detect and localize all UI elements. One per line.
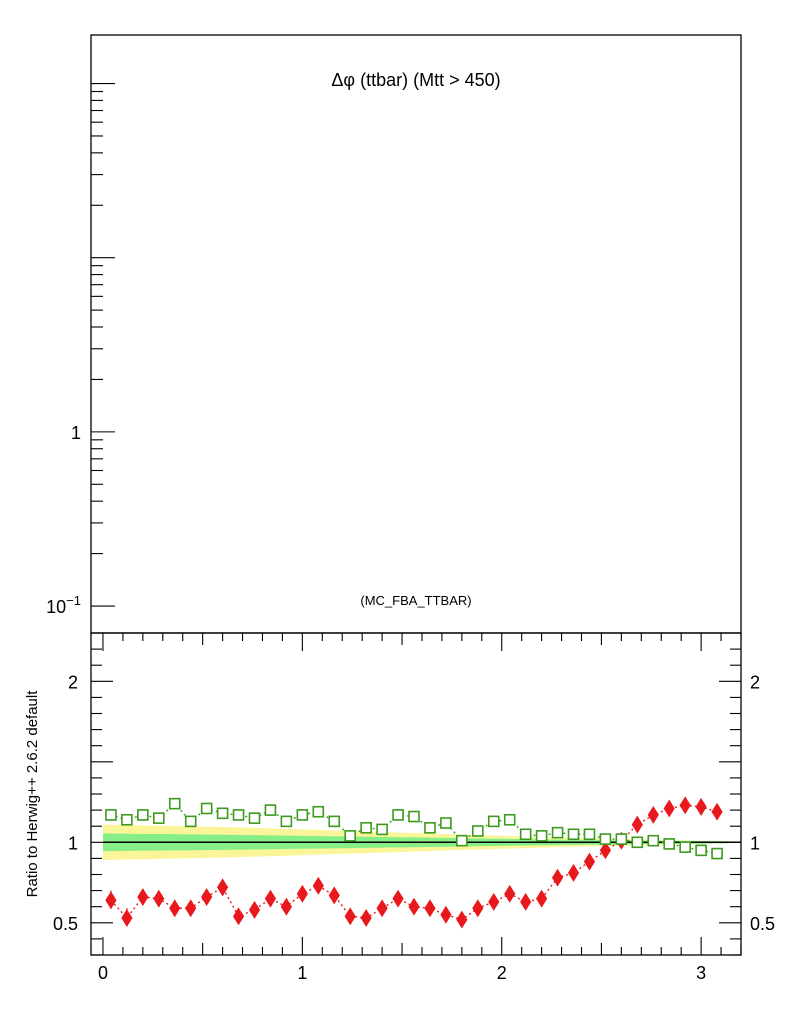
data-point-diamond [360, 909, 372, 927]
data-point-square [168, 797, 181, 810]
data-point-diamond [567, 863, 580, 882]
data-point-square [615, 833, 628, 845]
x-tick-label: 2 [497, 963, 507, 983]
data-point-square [344, 830, 357, 842]
data-point-square [663, 838, 676, 850]
data-point-diamond [201, 888, 213, 906]
data-point-diamond [376, 899, 388, 918]
x-tick-label: 0 [98, 963, 108, 983]
data-point-square [631, 836, 644, 849]
data-point-diamond [679, 796, 691, 815]
data-point-diamond [536, 889, 548, 908]
data-point-square [200, 802, 213, 815]
y-tick-label: 1 [68, 833, 78, 853]
ratio-y-axis-label: Ratio to Herwig++ 2.6.2 default [24, 690, 41, 898]
data-point-diamond [424, 899, 436, 918]
y-tick-label-right: 0.5 [750, 914, 775, 934]
y-tick-label-right: 2 [750, 672, 760, 692]
data-point-square [264, 804, 277, 816]
y-tick-label: 0.5 [53, 914, 78, 934]
x-tick-label: 1 [297, 963, 307, 983]
y-tick-label-right: 1 [750, 833, 760, 853]
main-y-axis: 10−1 1 [46, 82, 115, 617]
data-point-square [392, 809, 404, 821]
data-point-square [679, 841, 691, 853]
data-point-square [121, 813, 133, 826]
data-point-square [105, 809, 117, 821]
data-point-square [519, 828, 532, 841]
data-point-diamond [312, 876, 324, 895]
data-point-diamond [296, 884, 308, 903]
data-point-square [424, 822, 436, 834]
data-point-diamond [328, 886, 340, 905]
data-point-diamond [137, 888, 149, 906]
ratio-axes: 0 1 2 3 0.5 0.5 1 1 2 2 [53, 633, 775, 983]
ratio-panel: 0 1 2 3 0.5 0.5 1 1 2 2 Ratio to Herwig++ 2.6.2 d… [24, 632, 775, 983]
data-point-square [440, 817, 452, 829]
data-point-square [503, 813, 516, 826]
data-point-square [599, 833, 612, 845]
data-point-square [312, 805, 325, 818]
data-point-diamond [551, 868, 564, 887]
data-point-square [472, 825, 484, 837]
data-point-square [583, 828, 596, 841]
data-point-diamond [695, 797, 707, 816]
data-point-diamond [520, 892, 532, 911]
data-point-square [232, 809, 245, 821]
main-panel-frame [90, 34, 742, 634]
data-point-square [280, 815, 293, 828]
data-point-diamond [232, 907, 245, 926]
data-point-diamond [456, 910, 468, 929]
data-point-square [216, 807, 229, 820]
data-point-square [567, 828, 580, 841]
y-tick-label: 2 [68, 672, 78, 692]
data-point-square [137, 809, 149, 821]
data-point-diamond [153, 889, 165, 908]
data-point-diamond [392, 889, 404, 908]
data-point-square [647, 834, 660, 847]
data-point-square [456, 834, 468, 847]
main-title: Δφ (ttbar) (Mtt > 450) [331, 70, 500, 90]
data-point-diamond [440, 905, 452, 924]
data-point-diamond [647, 805, 659, 824]
data-point-square [360, 822, 372, 834]
data-point-square [695, 844, 707, 857]
data-point-diamond [264, 889, 277, 908]
data-point-diamond [217, 878, 229, 897]
x-tick-label: 3 [696, 963, 706, 983]
data-point-diamond [583, 852, 596, 871]
data-point-diamond [504, 884, 516, 903]
data-point-square [551, 826, 564, 839]
data-point-diamond [488, 892, 500, 911]
main-y-tick-label: 1 [71, 423, 81, 443]
data-point-square [711, 847, 723, 860]
data-point-diamond [169, 899, 181, 918]
main-panel: Δφ (ttbar) (Mtt > 450) (MC_FBA_TTBAR) 10… [46, 34, 742, 634]
data-point-diamond [185, 899, 197, 918]
data-point-diamond [408, 897, 420, 916]
ratio-series [105, 796, 723, 929]
data-point-square [152, 812, 165, 824]
data-point-diamond [472, 899, 484, 918]
data-point-square [487, 815, 500, 828]
data-point-square [296, 809, 309, 821]
data-point-square [328, 815, 341, 828]
data-point-diamond [631, 815, 643, 834]
data-point-diamond [121, 909, 133, 927]
data-point-square [376, 823, 388, 836]
main-y-tick-label: 10−1 [46, 593, 81, 617]
data-point-square [535, 830, 548, 842]
data-point-diamond [280, 897, 292, 916]
analysis-label: (MC_FBA_TTBAR) [360, 593, 471, 608]
data-point-diamond [711, 802, 723, 821]
data-point-square [248, 812, 261, 824]
data-point-square [184, 815, 197, 828]
data-point-square [408, 810, 420, 823]
data-point-diamond [344, 907, 356, 926]
data-point-diamond [599, 841, 612, 860]
data-point-diamond [105, 891, 117, 910]
data-point-diamond [248, 900, 261, 919]
data-point-diamond [663, 799, 675, 818]
